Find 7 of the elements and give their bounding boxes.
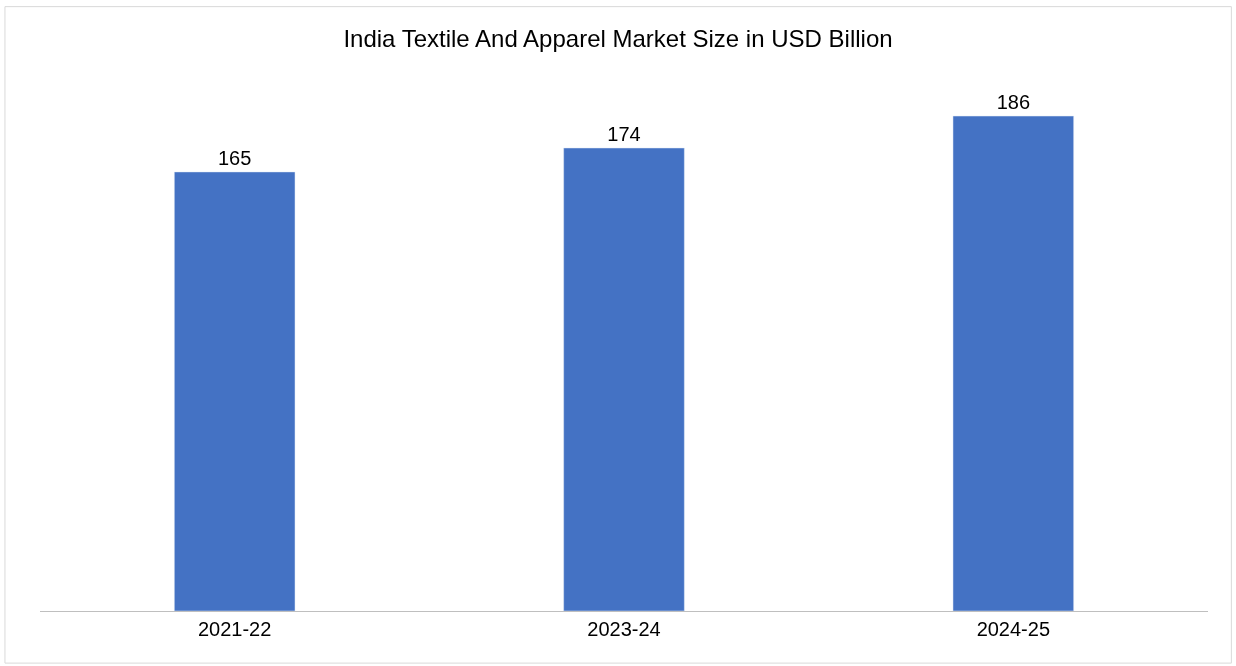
data-label: 165 [217,146,252,169]
chart-title: India Textile And Apparel Market Size in USD Billion [343,24,893,52]
x-tick-label: 2021-22 [197,618,272,640]
x-tick-label: 2023-24 [587,618,661,640]
data-label: 186 [996,91,1031,114]
x-tick-label: 2024-25 [976,618,1051,640]
data-label: 174 [607,122,641,145]
